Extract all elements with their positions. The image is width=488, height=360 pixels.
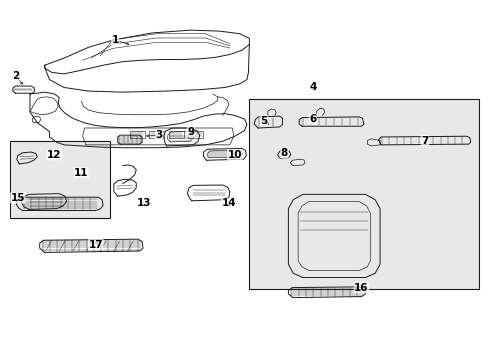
Text: 11: 11 — [74, 168, 88, 178]
Text: 13: 13 — [137, 198, 151, 208]
Text: 17: 17 — [88, 239, 103, 249]
Text: 10: 10 — [227, 150, 242, 160]
Text: 8: 8 — [280, 148, 287, 158]
Text: 15: 15 — [10, 193, 25, 203]
Text: 14: 14 — [221, 198, 236, 208]
Text: 9: 9 — [187, 127, 194, 136]
Text: 7: 7 — [420, 136, 427, 145]
Bar — [10, 140, 110, 218]
Bar — [249, 99, 478, 289]
Text: 12: 12 — [47, 150, 61, 160]
Text: 4: 4 — [308, 82, 316, 92]
Text: 16: 16 — [353, 283, 368, 293]
Text: 2: 2 — [12, 71, 19, 81]
Text: 1: 1 — [111, 35, 119, 45]
Text: 6: 6 — [308, 114, 316, 124]
Text: 5: 5 — [260, 116, 267, 126]
Text: 3: 3 — [155, 130, 163, 140]
